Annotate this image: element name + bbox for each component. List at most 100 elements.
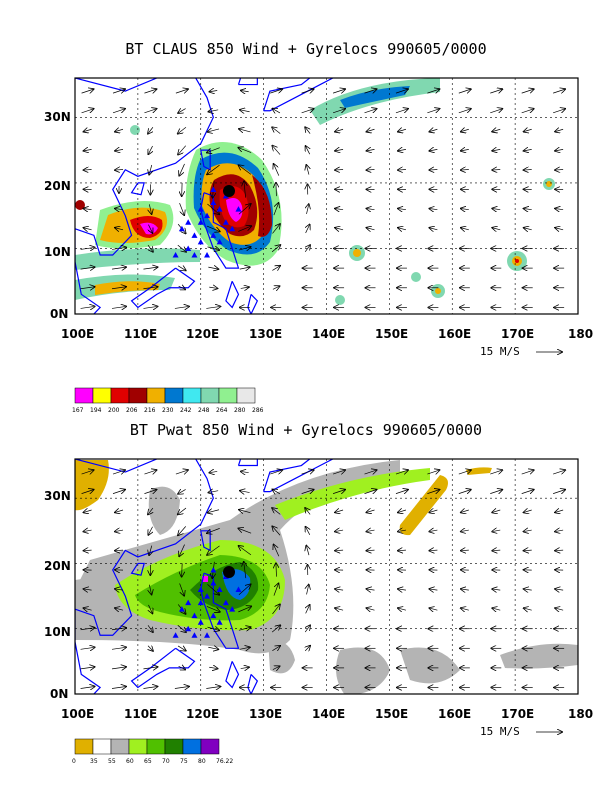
gyre-triangle <box>185 599 192 606</box>
panel2-xtick: 170E <box>501 707 534 721</box>
wind-vector <box>239 647 250 649</box>
colorbar-swatch <box>164 387 184 404</box>
gyre-triangle <box>210 199 217 206</box>
wind-vector <box>148 507 153 514</box>
wind-vector <box>306 165 309 175</box>
wind-vector <box>241 90 249 91</box>
wind-vector <box>84 228 92 230</box>
colorbar-label: 70 <box>162 758 170 765</box>
panel2-map <box>74 458 579 695</box>
wind-vector <box>179 163 185 176</box>
wind-vector <box>364 89 377 93</box>
panel1-ytick: 30N <box>44 110 71 124</box>
wind-vector <box>367 129 375 131</box>
panel2-xtick: 180 <box>568 707 593 721</box>
wind-vector <box>238 247 251 250</box>
colorbar-swatch <box>128 738 148 755</box>
wind-vector <box>272 146 281 155</box>
wind-vector <box>111 247 126 249</box>
wind-vector <box>458 109 471 113</box>
colorbar-swatch <box>74 387 94 404</box>
wind-vector <box>429 209 438 210</box>
wind-vector <box>398 169 406 170</box>
wind-vector <box>111 267 126 269</box>
wind-vector <box>553 470 565 474</box>
colorbar-swatch <box>182 387 202 404</box>
wind-vector <box>207 627 219 630</box>
wind-vector <box>461 129 469 131</box>
wind-vector <box>461 510 469 512</box>
wind-vector <box>524 169 532 170</box>
wind-vector <box>178 666 186 669</box>
wind-vector <box>207 147 220 153</box>
panel2-xtick: 120E <box>186 707 219 721</box>
wind-vector <box>207 584 219 594</box>
colorbar-swatch <box>236 387 256 404</box>
gyre-triangle <box>197 206 204 212</box>
panel2-ytick: 30N <box>44 489 71 503</box>
gyre-triangle <box>172 252 179 258</box>
wind-vector <box>80 628 95 630</box>
panel1-ref-label: 15 M/S <box>480 345 520 358</box>
wind-vector <box>238 148 252 153</box>
wind-vector <box>332 470 345 474</box>
colorbar-label: 55 <box>108 758 116 765</box>
wind-vector <box>461 169 469 170</box>
wind-vector <box>149 164 152 175</box>
wind-vector <box>143 667 157 669</box>
wind-vector <box>524 149 532 151</box>
wind-vector <box>492 209 501 210</box>
wind-vector <box>367 589 375 590</box>
wind-vector <box>492 589 501 590</box>
wind-vector <box>427 109 439 113</box>
wind-vector <box>398 228 407 230</box>
wind-vector <box>80 247 95 249</box>
wind-vector <box>305 245 310 252</box>
wind-vector <box>429 228 438 230</box>
panel1-map <box>74 77 579 315</box>
wind-vector <box>521 89 534 93</box>
wind-vector <box>521 109 534 113</box>
wind-vector <box>206 686 220 688</box>
panel1-grid <box>75 78 578 314</box>
wind-vector <box>270 470 282 474</box>
panel1-ytick: 10N <box>44 245 71 259</box>
coastline-segment <box>130 562 145 576</box>
wind-vector <box>398 129 407 131</box>
panel1-frame <box>74 77 579 315</box>
wind-vector <box>111 628 126 630</box>
panel1-ytick: 0N <box>50 307 68 321</box>
wind-vector <box>398 510 407 512</box>
wind-vector <box>461 608 469 610</box>
panel2-storm-center <box>223 566 235 578</box>
gyre-triangle <box>222 219 229 225</box>
colorbar-swatch <box>110 738 130 755</box>
colorbar-label: 206 <box>126 407 138 414</box>
wind-vector <box>272 508 281 515</box>
wind-vector <box>178 507 187 514</box>
wind-vector <box>239 267 250 269</box>
panel1-xtick: 110E <box>124 327 157 341</box>
panel2-colorbar: 0 35 55 60 65 70 75 80 76.22 <box>72 738 233 765</box>
panel1-xtick: 140E <box>312 327 345 341</box>
wind-vector <box>143 306 157 308</box>
colorbar-swatch <box>92 738 112 755</box>
wind-vector <box>367 209 375 210</box>
wind-vector <box>148 604 152 613</box>
wind-vector <box>178 526 187 535</box>
wind-vector <box>178 109 186 113</box>
wind-vector <box>272 666 280 669</box>
gyre-triangle <box>185 625 192 632</box>
wind-vector <box>367 530 375 532</box>
panel1-reference-vector: 15 M/S <box>480 345 562 358</box>
gyre-triangle <box>197 619 204 625</box>
wind-vector <box>272 266 280 271</box>
wind-vector <box>492 510 501 512</box>
wind-vector <box>492 550 501 551</box>
wind-vector <box>144 470 156 474</box>
wind-vector <box>177 625 186 632</box>
wind-vector <box>244 181 246 198</box>
coastline-segment <box>75 459 214 694</box>
panel2-wind-vectors <box>80 470 566 688</box>
wind-vector <box>398 530 407 532</box>
